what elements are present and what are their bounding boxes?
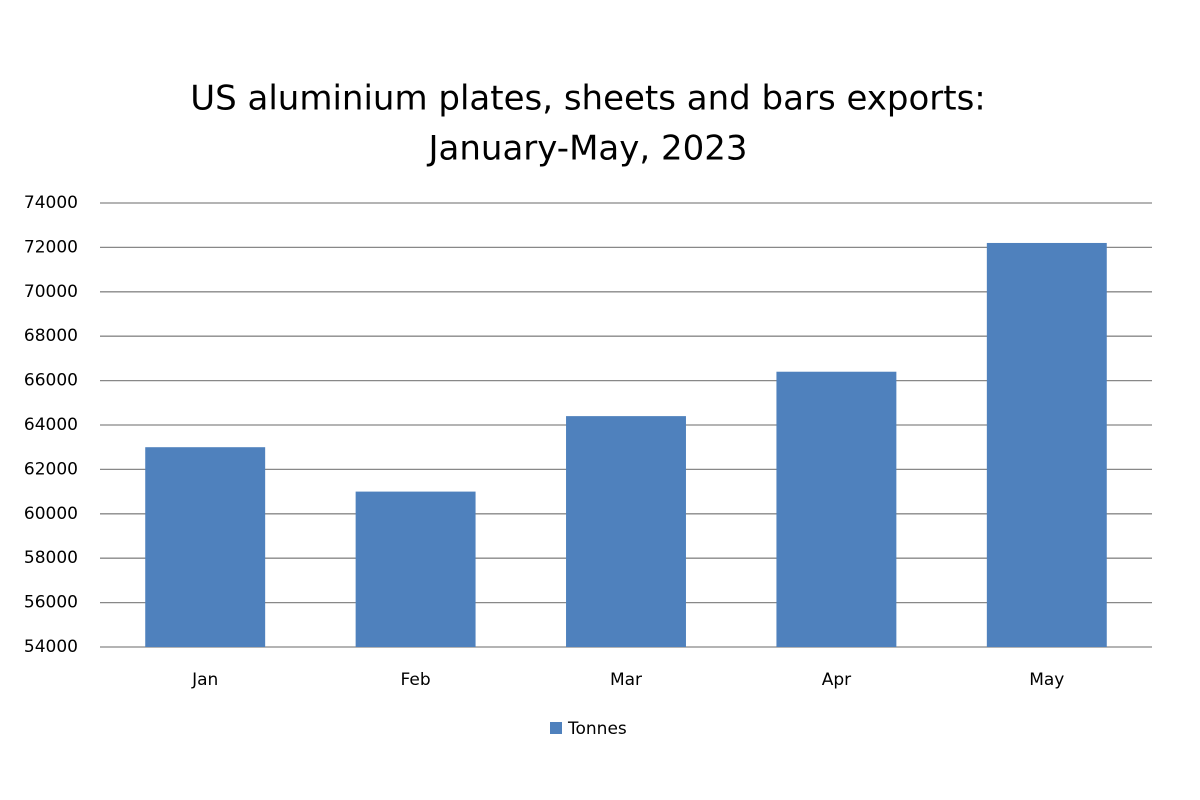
legend-label: Tonnes (567, 719, 627, 739)
x-tick-label: Mar (610, 670, 642, 690)
bar (566, 416, 686, 647)
y-tick-label: 66000 (24, 371, 78, 391)
y-tick-label: 74000 (24, 193, 78, 213)
bar (776, 371, 897, 647)
y-tick-label: 54000 (24, 637, 78, 657)
chart-title: US aluminium plates, sheets and bars exp… (190, 79, 986, 119)
y-tick-label: 60000 (24, 504, 78, 524)
x-tick-label: Apr (822, 670, 851, 690)
x-tick-label: Feb (401, 670, 431, 690)
legend-swatch (550, 722, 562, 734)
bar (986, 242, 1107, 647)
y-tick-label: 62000 (24, 459, 78, 479)
y-tick-label: 64000 (24, 415, 78, 435)
y-tick-label: 70000 (24, 282, 78, 302)
x-tick-label: Jan (191, 670, 218, 690)
y-tick-label: 68000 (24, 326, 78, 346)
chart-title: January-May, 2023 (427, 129, 748, 169)
y-tick-label: 56000 (24, 593, 78, 613)
bar (355, 491, 476, 647)
bar (145, 447, 266, 647)
x-tick-label: May (1029, 670, 1064, 690)
y-tick-label: 72000 (24, 237, 78, 257)
y-tick-label: 58000 (24, 548, 78, 568)
